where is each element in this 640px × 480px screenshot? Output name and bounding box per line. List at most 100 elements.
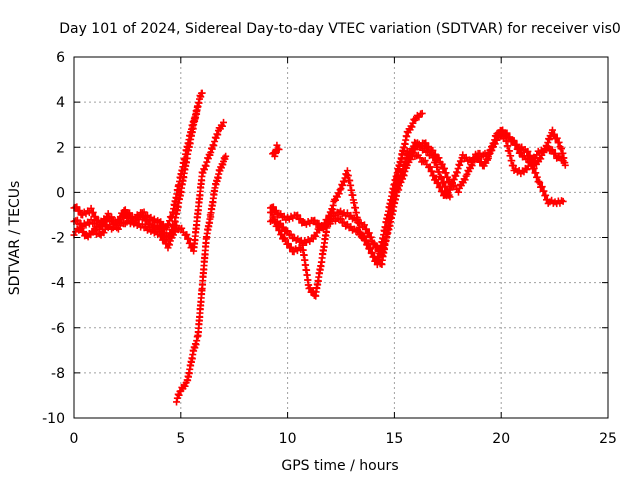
- data-point: [416, 154, 424, 162]
- data-point: [87, 204, 95, 212]
- data-point: [121, 206, 129, 214]
- data-point: [484, 156, 492, 164]
- data-point: [435, 154, 443, 162]
- y-tick-label: -6: [51, 321, 65, 337]
- data-point: [359, 232, 367, 240]
- data-point: [270, 213, 278, 221]
- data-point: [408, 123, 416, 131]
- data-point: [499, 126, 507, 134]
- data-point: [268, 208, 276, 216]
- data-point: [100, 229, 108, 237]
- grid: [74, 57, 608, 418]
- data-points: [70, 89, 569, 406]
- data-point: [183, 231, 191, 239]
- data-point: [366, 244, 374, 252]
- axis-ticks: 0 5 10 15 20 25 -10 -8 -6 -4 -2 0 2 4 6: [42, 50, 617, 447]
- data-point: [155, 228, 163, 236]
- data-point: [538, 183, 546, 191]
- chart-title: Day 101 of 2024, Sidereal Day-to-day VTE…: [59, 21, 621, 37]
- data-point: [451, 181, 459, 189]
- data-point: [524, 154, 532, 162]
- data-point: [556, 153, 564, 161]
- data-point: [551, 149, 559, 157]
- data-point: [422, 139, 430, 147]
- data-point: [140, 208, 148, 216]
- data-point: [488, 146, 496, 154]
- data-point: [408, 153, 416, 161]
- data-point: [89, 208, 97, 216]
- data-point: [340, 178, 348, 186]
- data-point: [503, 129, 511, 137]
- data-point: [421, 157, 429, 165]
- data-point: [284, 227, 292, 235]
- data-point: [561, 161, 569, 169]
- data-point: [165, 221, 173, 229]
- data-point: [279, 223, 287, 231]
- data-point: [436, 183, 444, 191]
- series-track-4: [173, 152, 230, 406]
- y-tick-label: -2: [51, 231, 65, 247]
- x-tick-label: 0: [70, 431, 79, 447]
- x-axis-label: GPS time / hours: [281, 458, 398, 474]
- data-point: [335, 190, 343, 198]
- data-point: [312, 232, 320, 240]
- data-point: [101, 216, 109, 224]
- y-tick-label: 6: [56, 50, 65, 66]
- data-point: [161, 235, 169, 243]
- data-point: [523, 166, 531, 174]
- data-point: [278, 230, 286, 238]
- data-point: [510, 137, 518, 145]
- data-point: [220, 118, 228, 126]
- data-point: [559, 157, 567, 165]
- data-point: [184, 235, 192, 243]
- data-point: [461, 176, 469, 184]
- data-point: [76, 207, 84, 215]
- data-point: [287, 243, 295, 251]
- data-point: [175, 391, 183, 399]
- data-point: [531, 154, 539, 162]
- data-point: [472, 150, 480, 158]
- data-point: [275, 146, 283, 154]
- data-point: [474, 154, 482, 162]
- data-point: [434, 179, 442, 187]
- data-point: [367, 233, 375, 241]
- data-point: [425, 143, 433, 151]
- data-point: [104, 210, 112, 218]
- data-point: [269, 203, 277, 211]
- data-point: [173, 222, 181, 230]
- data-point: [198, 89, 206, 97]
- data-point: [194, 103, 202, 111]
- data-point: [273, 141, 281, 149]
- data-point: [158, 232, 166, 240]
- data-point: [446, 193, 454, 201]
- data-point: [337, 215, 345, 223]
- x-tick-label: 25: [599, 431, 617, 447]
- data-point: [315, 226, 323, 234]
- data-point: [281, 236, 289, 244]
- data-point: [365, 229, 373, 237]
- data-point: [173, 398, 181, 406]
- data-point: [80, 228, 88, 236]
- data-point: [454, 188, 462, 196]
- data-point: [311, 216, 319, 224]
- data-point: [218, 122, 226, 130]
- data-point: [426, 163, 434, 171]
- data-point: [73, 203, 81, 211]
- data-point: [126, 209, 134, 217]
- y-tick-label: -10: [42, 411, 65, 427]
- data-point: [468, 162, 476, 170]
- y-tick-label: -4: [51, 276, 65, 292]
- data-point: [306, 284, 314, 292]
- data-point: [418, 109, 426, 117]
- data-point: [287, 230, 295, 238]
- data-point: [356, 228, 364, 236]
- data-point: [294, 211, 302, 219]
- data-point: [431, 150, 439, 158]
- data-point: [544, 143, 552, 151]
- data-point: [73, 216, 81, 224]
- data-point: [364, 240, 372, 248]
- data-point: [276, 226, 284, 234]
- series-track-2: [70, 103, 202, 233]
